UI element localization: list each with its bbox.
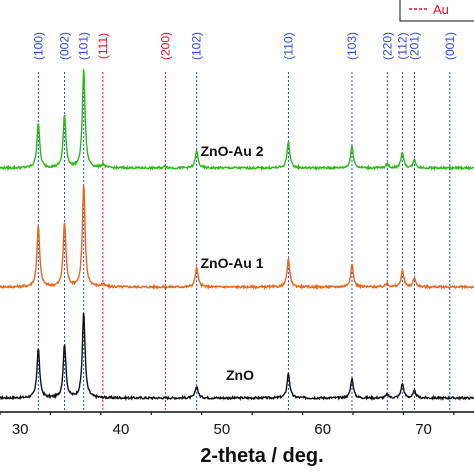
series-line xyxy=(0,185,474,291)
reference-line-label: (111) xyxy=(96,33,110,59)
reference-line-label: (001) xyxy=(443,32,457,60)
x-tick-label: 50 xyxy=(214,421,231,438)
series-line xyxy=(0,312,474,402)
legend: Au xyxy=(399,0,474,22)
reference-lines xyxy=(37,72,451,412)
series-line xyxy=(0,68,474,172)
reference-line-label: (110) xyxy=(281,32,295,59)
reference-line-label: (100) xyxy=(31,32,45,60)
reference-line-label: (103) xyxy=(345,32,359,60)
x-tick-label: 60 xyxy=(314,421,331,438)
x-tick-label: 70 xyxy=(415,421,432,438)
series-layer xyxy=(0,68,474,402)
x-axis: 30 40 50 60 70 xyxy=(0,411,474,438)
legend-box xyxy=(399,0,474,22)
labels-layer: (100) (002) (101) (111) (200) (102) (110) (103)… xyxy=(31,32,456,383)
reference-line-label: (201) xyxy=(407,32,421,60)
x-axis-title: 2-theta / deg. xyxy=(200,445,323,467)
legend-label: Au xyxy=(433,2,449,17)
series-label: ZnO-Au 2 xyxy=(201,143,264,159)
reference-line-label: (002) xyxy=(58,32,72,60)
series-label: ZnO xyxy=(226,367,254,383)
reference-line-label: (112) xyxy=(395,32,409,59)
x-tick-label: 40 xyxy=(113,421,130,438)
reference-line-label: (101) xyxy=(77,32,91,60)
reference-line-label: (220) xyxy=(380,32,394,60)
reference-line-label: (102) xyxy=(190,32,204,60)
series-label: ZnO-Au 1 xyxy=(201,255,264,271)
reference-line-label: (200) xyxy=(158,32,172,60)
x-tick-label: 30 xyxy=(12,421,29,438)
